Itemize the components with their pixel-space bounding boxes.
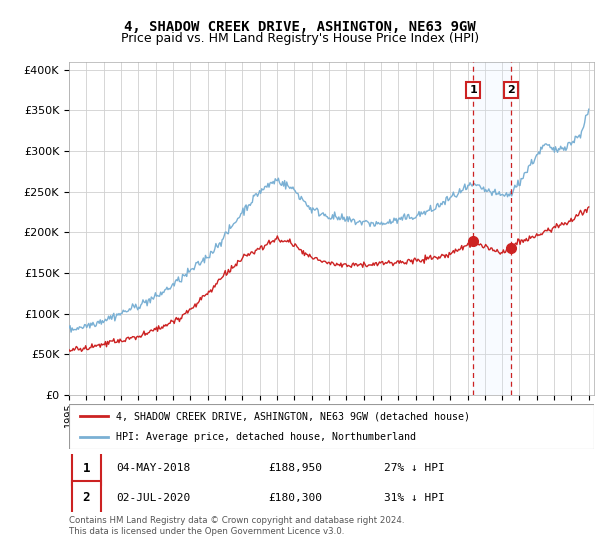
Text: £180,300: £180,300 xyxy=(269,493,323,503)
Text: 04-MAY-2018: 04-MAY-2018 xyxy=(116,463,191,473)
Text: 02-JUL-2020: 02-JUL-2020 xyxy=(116,493,191,503)
Bar xyxy=(473,62,511,395)
Text: 4, SHADOW CREEK DRIVE, ASHINGTON, NE63 9GW (detached house): 4, SHADOW CREEK DRIVE, ASHINGTON, NE63 9… xyxy=(116,412,470,422)
Bar xyxy=(71,481,101,514)
Text: 2: 2 xyxy=(83,491,90,504)
Text: 2: 2 xyxy=(507,85,515,95)
Bar xyxy=(71,452,101,485)
Text: 4, SHADOW CREEK DRIVE, ASHINGTON, NE63 9GW: 4, SHADOW CREEK DRIVE, ASHINGTON, NE63 9… xyxy=(124,20,476,34)
Text: 27% ↓ HPI: 27% ↓ HPI xyxy=(384,463,445,473)
Text: 1: 1 xyxy=(470,85,477,95)
Text: 1: 1 xyxy=(83,462,90,475)
Text: £188,950: £188,950 xyxy=(269,463,323,473)
Text: Price paid vs. HM Land Registry's House Price Index (HPI): Price paid vs. HM Land Registry's House … xyxy=(121,32,479,45)
Text: HPI: Average price, detached house, Northumberland: HPI: Average price, detached house, Nort… xyxy=(116,432,416,442)
Text: 31% ↓ HPI: 31% ↓ HPI xyxy=(384,493,445,503)
Text: Contains HM Land Registry data © Crown copyright and database right 2024.
This d: Contains HM Land Registry data © Crown c… xyxy=(69,516,404,536)
